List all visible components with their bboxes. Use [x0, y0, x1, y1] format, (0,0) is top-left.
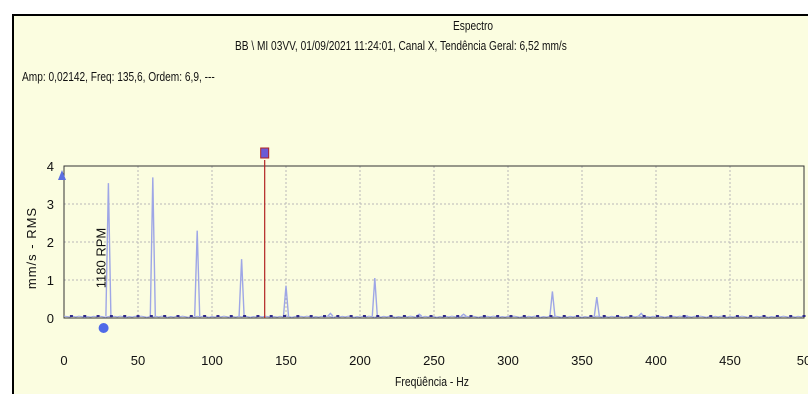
baseline-marker — [216, 315, 220, 317]
cursor-handle[interactable] — [260, 147, 270, 159]
series-layer — [63, 177, 806, 318]
baseline-marker — [722, 315, 726, 317]
x-axis-label: Freqüência - Hz — [395, 375, 469, 389]
baseline-marker — [456, 315, 460, 317]
x-tick-label: 0 — [60, 353, 67, 368]
y-tick-label: 0 — [47, 311, 54, 326]
baseline-marker — [69, 315, 73, 317]
baseline-marker — [522, 315, 526, 317]
baseline-marker — [562, 315, 566, 317]
x-tick-label: 200 — [349, 353, 371, 368]
cursor-readout: Amp: 0,02142, Freq: 135,6, Ordem: 6,9, -… — [22, 69, 215, 84]
baseline-marker — [136, 315, 140, 317]
chart-title: Espectro — [453, 18, 494, 33]
chart-subtitle: BB \ MI 03VV, 01/09/2021 11:24:01, Canal… — [235, 38, 567, 53]
baseline-marker — [349, 315, 353, 317]
baseline-marker — [283, 315, 287, 317]
baseline-marker — [362, 315, 366, 317]
baseline-marker — [96, 315, 100, 317]
spectrum-peak — [105, 183, 112, 317]
baseline-marker — [642, 315, 646, 317]
plot-area — [63, 165, 805, 319]
baseline-marker — [482, 315, 486, 317]
spectrum-peak — [238, 259, 245, 317]
spectrum-peak — [371, 278, 378, 317]
x-tick-label: 350 — [571, 353, 593, 368]
rpm-marker-label: 1180 RPM — [94, 228, 109, 288]
spectrum-peak — [149, 177, 156, 317]
baseline-marker — [229, 315, 233, 317]
baseline-marker — [83, 315, 87, 317]
y-axis-label: mm/s - RMS — [24, 207, 39, 289]
spectrum-peak — [282, 285, 290, 317]
baseline-marker — [496, 315, 500, 317]
spectrum-noise-floor — [63, 315, 805, 318]
x-tick-label: 400 — [645, 353, 667, 368]
spectrum-peak — [460, 313, 467, 317]
baseline-marker — [269, 315, 273, 317]
baseline-marker — [243, 315, 247, 317]
spectrum-peak — [327, 312, 334, 317]
baseline-marker — [536, 315, 540, 317]
baseline-marker — [802, 315, 806, 317]
baseline-marker — [509, 315, 513, 317]
baseline-marker — [376, 315, 380, 317]
baseline-marker — [163, 315, 167, 317]
y-tick-label: 2 — [47, 235, 54, 250]
baseline-marker — [442, 315, 446, 317]
baseline-marker — [682, 315, 686, 317]
baseline-marker — [389, 315, 393, 317]
baseline-marker — [789, 315, 793, 317]
baseline-marker — [576, 315, 580, 317]
rpm-marker-dot[interactable] — [98, 323, 109, 333]
spectrum-peak — [549, 291, 556, 317]
baseline-marker — [336, 315, 340, 317]
baseline-marker — [775, 315, 779, 317]
baseline-marker — [469, 315, 473, 317]
y-scale-handle[interactable] — [58, 170, 66, 180]
baseline-marker — [709, 315, 713, 317]
baseline-marker — [549, 315, 553, 317]
baseline-marker — [735, 315, 739, 317]
baseline-marker — [203, 315, 207, 317]
baseline-marker — [669, 315, 673, 317]
baseline-marker — [695, 315, 699, 317]
baseline-marker — [256, 315, 260, 317]
baseline-marker — [602, 315, 606, 317]
baseline-marker — [176, 315, 180, 317]
baseline-marker — [149, 315, 153, 317]
baseline-marker — [616, 315, 620, 317]
grid — [64, 166, 804, 318]
y-tick-label: 4 — [47, 159, 54, 174]
y-tick-label: 1 — [47, 273, 54, 288]
baseline-marker — [296, 315, 300, 317]
y-tick-label: 3 — [47, 197, 54, 212]
baseline-marker — [189, 315, 193, 317]
x-tick-label: 450 — [719, 353, 741, 368]
x-tick-label: 150 — [275, 353, 297, 368]
baseline-marker — [762, 315, 766, 317]
baseline-marker — [402, 315, 406, 317]
spectrum-peak — [593, 297, 600, 317]
x-tick-label: 50 — [797, 353, 808, 368]
baseline-marker — [309, 315, 313, 317]
baseline-marker — [749, 315, 753, 317]
spectrum-peak — [194, 230, 201, 317]
baseline-marker — [416, 315, 420, 317]
x-tick-label: 100 — [201, 353, 223, 368]
x-tick-label: 300 — [497, 353, 519, 368]
baseline-marker — [429, 315, 433, 317]
baseline-marker — [123, 315, 127, 317]
baseline-marker — [109, 315, 113, 317]
x-tick-label: 250 — [423, 353, 445, 368]
baseline-marker — [656, 315, 659, 317]
baseline-marker — [323, 315, 326, 317]
baseline-marker — [589, 315, 593, 317]
x-tick-label: 50 — [131, 353, 145, 368]
baseline-marker — [629, 315, 633, 317]
